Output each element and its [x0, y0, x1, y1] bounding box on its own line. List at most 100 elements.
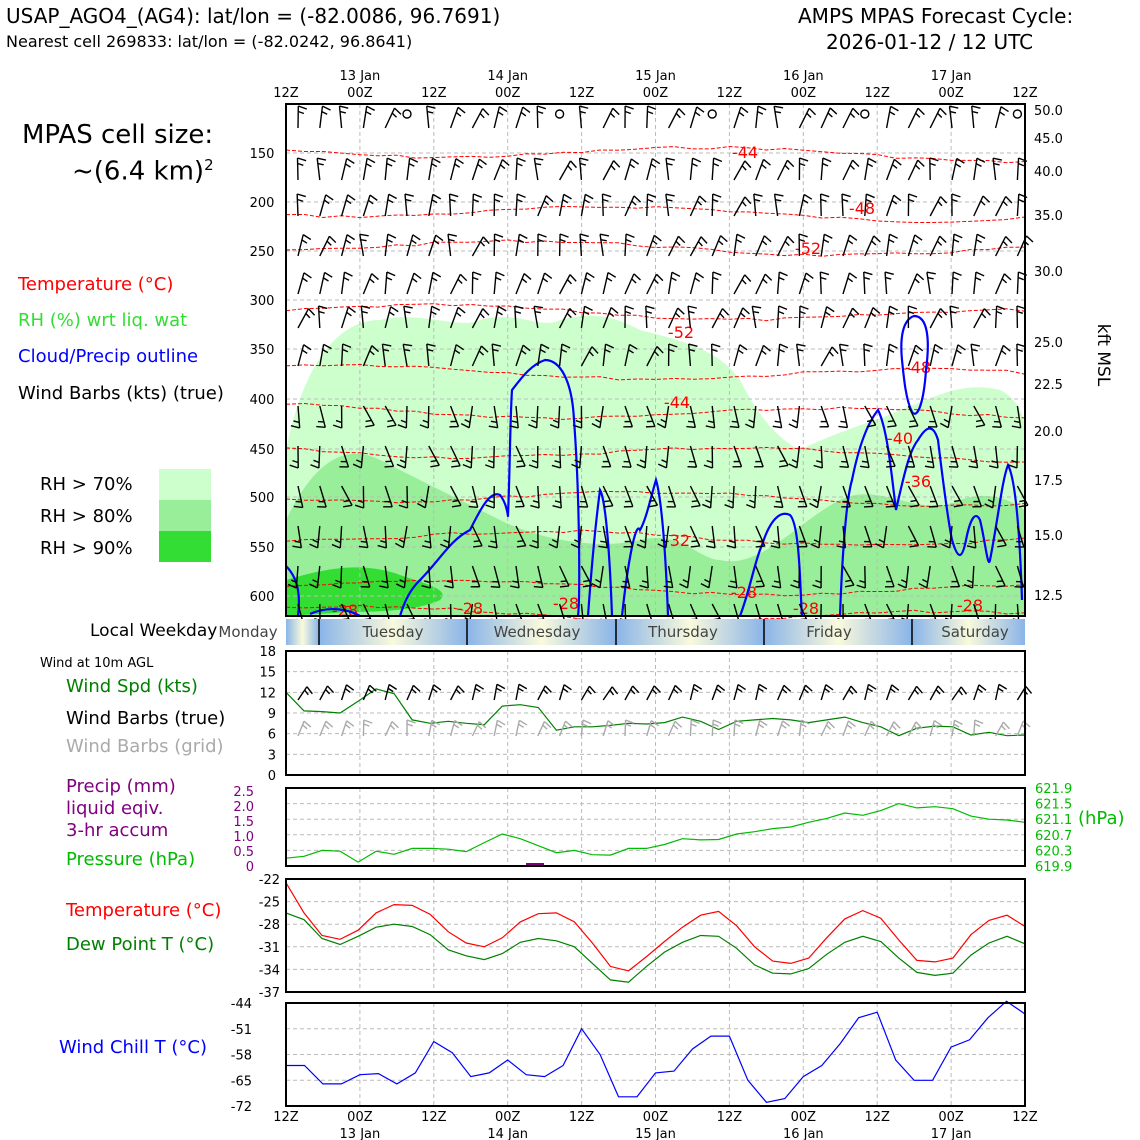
- wind-barb-flag: [412, 234, 421, 241]
- wind-barb-flag: [537, 238, 544, 243]
- wind-barb: [994, 445, 999, 468]
- wind-barb-flag: [968, 465, 978, 469]
- wind-barb-flag: [639, 539, 646, 544]
- wind-barb-flag: [889, 111, 896, 116]
- wind-barb: [864, 158, 869, 181]
- wind-barb-flag: [674, 312, 681, 318]
- wind-barb-flag: [648, 504, 658, 508]
- legend-wind: Wind Barbs (kts) (true): [18, 383, 224, 404]
- wind-barb-flag: [409, 157, 419, 163]
- wind-barb-flag: [470, 500, 477, 503]
- sfc-barb-grid-flag: [827, 721, 835, 729]
- wind-barb: [994, 405, 1003, 428]
- sfc-barb-true-flag: [367, 688, 374, 694]
- wind-barb-flag: [788, 423, 798, 429]
- sfc-barb-grid-flag: [344, 724, 351, 729]
- wind-barb: [515, 565, 520, 588]
- wind-barb-flag: [399, 459, 406, 464]
- temp-contour: [285, 579, 1026, 597]
- wind-barb: [929, 344, 936, 367]
- wind-barb-flag: [949, 105, 959, 109]
- wind-barb-flag: [893, 194, 902, 202]
- wind-barb-flag: [480, 241, 486, 247]
- sfc-barb-grid-flag: [933, 719, 943, 727]
- wind-barb-flag: [361, 305, 371, 309]
- wind-barb-flag: [569, 274, 577, 282]
- wind-barb: [449, 445, 461, 467]
- wind-barb-flag: [688, 343, 698, 347]
- wind-barb: [602, 485, 614, 507]
- wind-barb: [776, 485, 784, 508]
- wind-barb-flag: [916, 273, 925, 281]
- wind-barb: [973, 405, 986, 426]
- wind-barb-flag: [969, 540, 976, 544]
- wind-barb: [776, 159, 788, 181]
- top-hour-label: 12Z: [421, 86, 447, 101]
- wind-barb-flag: [419, 424, 429, 429]
- wind-barb-flag: [585, 277, 591, 282]
- wind-barb: [687, 306, 692, 329]
- wind-barb-flag: [535, 163, 542, 166]
- wind-barb-flag: [528, 464, 538, 469]
- kft-tick-label: 12.5: [1034, 589, 1063, 604]
- wind-barb-flag: [545, 195, 554, 203]
- wind-barb-flag: [641, 580, 649, 584]
- wind-barb: [646, 565, 649, 589]
- wind-barb-flag: [384, 465, 394, 468]
- wind-tick-label: 9: [268, 707, 276, 722]
- wind-barb: [776, 525, 781, 548]
- wind-barb-flag: [744, 274, 752, 282]
- wind-barb: [579, 233, 583, 257]
- wind-barb: [646, 485, 659, 506]
- wind-barb: [951, 158, 958, 181]
- wind-barb-flag: [579, 110, 586, 114]
- wind-barb-flag: [744, 160, 752, 169]
- sfc-barb-true-flag: [388, 683, 398, 690]
- wind-barb-flag: [791, 419, 798, 424]
- wind-barb-flag: [403, 305, 413, 309]
- wind-barb-flag: [519, 233, 528, 240]
- temp-contour: [285, 446, 1026, 463]
- sfc-barb-true-flag: [326, 685, 335, 694]
- wind-barb: [820, 405, 830, 427]
- wind-barb-flag: [802, 199, 809, 204]
- wind-barb-flag: [323, 277, 329, 282]
- wind-barb-flag: [591, 422, 601, 429]
- wind-barb-flag: [482, 308, 490, 316]
- sfc-barb-true: [755, 684, 760, 701]
- wc-tick-label: -58: [231, 1049, 252, 1064]
- sfc-barb-true: [449, 685, 459, 701]
- sfc-barb-true-flag: [673, 688, 679, 694]
- sfc-barb-grid: [602, 720, 609, 737]
- wind-barb: [885, 194, 895, 217]
- wind-barb-flag: [812, 584, 822, 589]
- wind-barb-flag: [748, 419, 755, 424]
- sfc-barb-true-flag: [890, 688, 896, 693]
- sfc-barb-grid-flag: [582, 719, 592, 725]
- wind-barb-flag: [761, 240, 768, 246]
- wind-barb-flag: [566, 279, 573, 285]
- barbs-grid-label: Wind Barbs (grid): [66, 736, 224, 757]
- wind-barb: [360, 306, 365, 329]
- sfc-barb-true-flag: [715, 688, 722, 694]
- wind-barb-flag: [852, 107, 860, 116]
- wind-barb-flag: [422, 419, 429, 424]
- sfc-barb-true: [493, 684, 498, 701]
- sfc-barb-grid-flag: [891, 724, 897, 731]
- wind-barb-flag: [523, 273, 532, 280]
- top-hour-label: 12Z: [717, 86, 743, 101]
- wind-barb-flag: [910, 504, 920, 508]
- wind-barb-flag: [849, 234, 858, 241]
- sfc-barb-true-flag: [325, 688, 331, 695]
- bottom-hour-label: 00Z: [791, 1110, 817, 1125]
- wind-barb-flag: [447, 233, 457, 237]
- top-day-label: 17 Jan: [931, 69, 972, 84]
- wind-barb-flag: [367, 199, 374, 205]
- wind-barb: [579, 445, 583, 468]
- wind-barb: [297, 405, 301, 428]
- wind-barb: [711, 271, 714, 295]
- wind-barb-flag: [775, 500, 782, 503]
- wind-barb-flag: [554, 500, 562, 504]
- wind-barb-flag: [482, 236, 490, 245]
- wind-barb: [820, 234, 825, 257]
